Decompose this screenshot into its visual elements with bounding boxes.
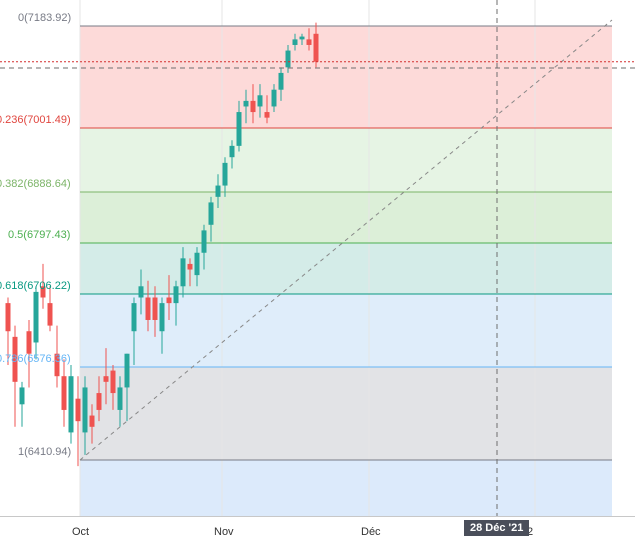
candle-body [299, 36, 305, 40]
candle-body [173, 286, 179, 304]
candle-body [264, 112, 270, 118]
candle-body [82, 387, 88, 433]
candle-body [194, 252, 200, 276]
vertical-gridlines [79, 0, 536, 516]
fib-zone-3 [80, 243, 612, 294]
candle-body [278, 72, 284, 90]
candle-body [306, 39, 312, 45]
candle-body [257, 95, 263, 107]
candle-body [243, 100, 249, 107]
fib-trend-line [79, 19, 613, 461]
candle-body [201, 230, 207, 253]
fib-zone-1 [80, 128, 612, 192]
candle-body [215, 185, 221, 197]
candle-body [229, 145, 235, 158]
candle-body [26, 331, 32, 354]
candle-body [124, 353, 130, 388]
time-axis-tick: Nov [214, 526, 234, 538]
fib-level-label: 1(6410.94) [18, 446, 72, 458]
fib-zones [80, 26, 612, 516]
fib-level-label: 0(7183.92) [18, 12, 72, 24]
fib-level-label: 0.236(7001.49) [0, 114, 71, 126]
candle-body [145, 297, 151, 320]
candle-body [5, 303, 11, 332]
time-axis-tick: 2 [527, 526, 534, 538]
time-axis-tick: Déc [361, 526, 381, 538]
candle-body [166, 297, 172, 304]
candle-body [285, 50, 291, 68]
fib-level-label: 0.5(6797.43) [8, 229, 71, 241]
candle-body [12, 336, 18, 382]
candle-body [138, 286, 144, 298]
candle-body [313, 33, 319, 62]
candle-body [61, 376, 67, 410]
candle-body [117, 387, 123, 410]
candle-body [292, 39, 298, 45]
candle-body [19, 387, 25, 405]
candle-body [236, 112, 242, 146]
fib-zone-6 [80, 460, 612, 516]
candle-body [75, 398, 81, 422]
candle-body [250, 100, 256, 113]
candle-body [103, 376, 109, 382]
fib-zone-2 [80, 192, 612, 243]
fib-zone-0 [80, 26, 612, 128]
candle-body [89, 415, 95, 427]
candle-body [33, 291, 39, 343]
candle-body [208, 202, 214, 225]
candle-body [68, 376, 74, 433]
fib-level-label: 0.618(6706.22) [0, 280, 71, 292]
time-axis-border [0, 516, 635, 517]
candle-body [40, 286, 46, 298]
candle-body [222, 162, 228, 186]
fib-zone-5 [80, 367, 612, 460]
candle-body [47, 303, 53, 326]
candle-body [131, 303, 137, 332]
candle-body [110, 370, 116, 394]
candle-body [159, 303, 165, 332]
candle-body [180, 258, 186, 287]
candle-body [271, 89, 277, 107]
crosshair-date-label: 28 Déc '21 [464, 520, 530, 536]
candle-body [187, 263, 193, 270]
fib-level-label: 0.382(6888.64) [0, 178, 71, 190]
candle-body [96, 393, 102, 410]
candle-body [152, 297, 158, 320]
fib-level-label: 0.786(6576.36) [0, 353, 71, 365]
candle-body [54, 353, 60, 377]
candlestick-series [5, 22, 319, 467]
time-axis-tick: Oct [72, 526, 90, 538]
